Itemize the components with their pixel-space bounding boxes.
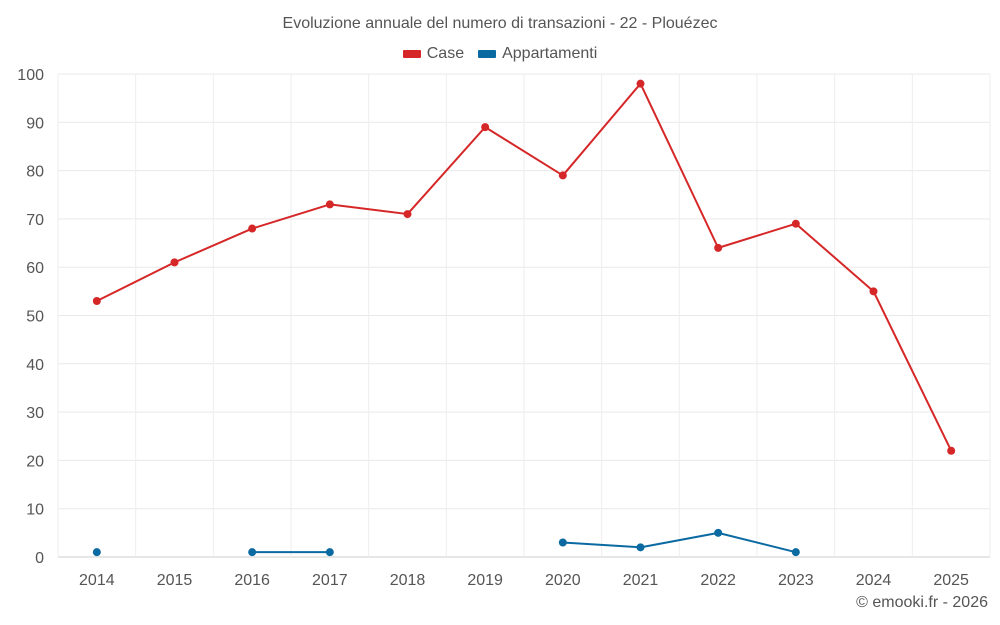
data-point-appartamenti-2021 [636, 543, 645, 552]
legend-item-appartamenti[interactable]: Appartamenti [478, 45, 597, 63]
chart-title: Evoluzione annuale del numero di transaz… [282, 15, 718, 32]
legend-swatch-case [402, 50, 421, 58]
legend-swatch-appartamenti [478, 50, 497, 58]
legend-item-case[interactable]: Case [402, 45, 465, 63]
x-tick-label: 2021 [623, 572, 659, 589]
data-point-case-2019 [481, 123, 490, 132]
credit-text: © emooki.fr - 2026 [856, 594, 988, 611]
data-point-case-2023 [791, 219, 800, 228]
data-point-case-2014 [92, 297, 101, 306]
data-point-case-2018 [403, 210, 412, 219]
y-tick-label: 100 [17, 67, 44, 84]
data-point-appartamenti-2014 [92, 548, 101, 557]
x-tick-label: 2025 [933, 572, 969, 589]
y-tick-label: 60 [26, 260, 44, 277]
data-point-case-2016 [248, 224, 257, 233]
y-tick-label: 40 [26, 357, 44, 374]
x-tick-label: 2015 [157, 572, 193, 589]
data-point-case-2021 [636, 79, 645, 88]
y-tick-label: 30 [26, 405, 44, 422]
y-tick-label: 10 [26, 502, 44, 519]
data-point-case-2024 [869, 287, 878, 296]
x-tick-label: 2018 [390, 572, 426, 589]
legend-label-case: Case [426, 45, 465, 62]
series-line-case [96, 82, 953, 452]
y-tick-label: 70 [26, 212, 44, 229]
data-point-appartamenti-2022 [714, 528, 723, 537]
data-point-case-2022 [714, 243, 723, 252]
x-tick-label: 2023 [778, 572, 814, 589]
data-point-case-2015 [170, 258, 179, 267]
y-tick-label: 90 [26, 115, 44, 132]
x-tick-label: 2014 [79, 572, 115, 589]
data-point-case-2017 [325, 200, 334, 209]
x-tick-label: 2019 [467, 572, 503, 589]
y-tick-label: 20 [26, 453, 44, 470]
legend-label-appartamenti: Appartamenti [502, 45, 598, 62]
data-point-appartamenti-2023 [791, 548, 800, 557]
x-tick-label: 2016 [234, 572, 270, 589]
x-tick-label: 2024 [856, 572, 892, 589]
data-point-appartamenti-2017 [325, 548, 334, 557]
x-tick-label: 2017 [312, 572, 348, 589]
series-line-appartamenti [562, 531, 797, 554]
chart-legend: Case Appartamenti [0, 45, 1000, 63]
x-tick-label: 2022 [700, 572, 736, 589]
y-tick-label: 80 [26, 164, 44, 181]
data-point-appartamenti-2020 [558, 538, 567, 547]
y-tick-label: 50 [26, 309, 44, 326]
data-point-case-2025 [947, 446, 956, 455]
data-point-appartamenti-2016 [248, 548, 257, 557]
data-point-case-2020 [558, 171, 567, 180]
y-tick-label: 0 [35, 550, 44, 567]
x-tick-label: 2020 [545, 572, 581, 589]
